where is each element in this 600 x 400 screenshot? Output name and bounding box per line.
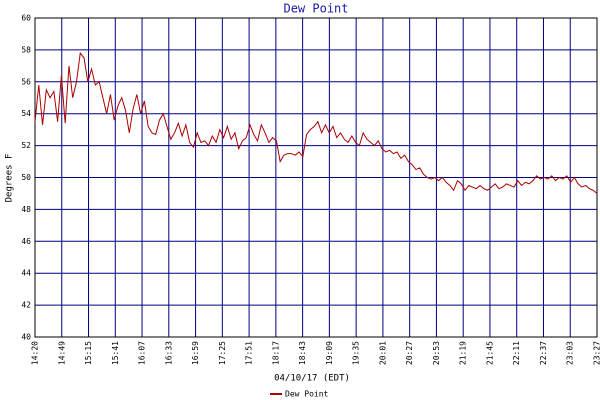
x-tick-label: 20:27	[405, 341, 414, 365]
x-tick-label: 17:51	[245, 341, 254, 365]
x-tick-label: 15:41	[111, 341, 120, 365]
y-tick-label: 56	[21, 77, 31, 86]
x-tick-label: 21:19	[459, 341, 468, 365]
x-tick-label: 23:27	[593, 341, 600, 365]
x-tick-label: 18:17	[271, 341, 280, 365]
y-tick-label: 58	[21, 45, 31, 54]
x-tick-label: 21:45	[485, 341, 494, 365]
plot-border	[34, 17, 598, 338]
y-tick-label: 48	[21, 205, 31, 214]
x-tick-label: 16:59	[191, 341, 200, 365]
y-tick-label: 52	[21, 141, 31, 150]
x-tick-label: 18:43	[298, 341, 307, 365]
x-tick-label: 17:25	[218, 341, 227, 365]
y-tick-label: 46	[21, 237, 31, 246]
y-tick-label: 50	[21, 173, 31, 182]
x-tick-label: 20:53	[432, 341, 441, 365]
y-tick-label: 54	[21, 109, 31, 118]
y-tick-label: 44	[21, 269, 31, 278]
x-tick-label: 22:37	[539, 341, 548, 365]
y-tick-label: 60	[21, 14, 31, 23]
x-tick-label: 19:35	[352, 341, 361, 365]
y-axis-label: Degrees F	[5, 154, 15, 203]
y-tick-label: 42	[21, 301, 31, 310]
x-axis-label: 04/10/17 (EDT)	[274, 374, 350, 384]
chart-title: Dew Point	[283, 2, 348, 16]
x-tick-label: 20:01	[378, 341, 387, 365]
x-tick-label: 22:11	[512, 341, 521, 365]
x-tick-label: 15:15	[84, 341, 93, 365]
x-tick-label: 19:09	[325, 341, 334, 365]
x-tick-label: 16:33	[164, 341, 173, 365]
y-tick-label: 40	[21, 333, 31, 342]
data-line	[34, 51, 598, 194]
x-tick-label: 23:03	[566, 341, 575, 365]
x-tick-label: 16:07	[138, 341, 147, 365]
legend-label: Dew Point	[285, 390, 329, 399]
x-tick-label: 14:20	[31, 341, 40, 365]
x-tick-label: 14:49	[57, 341, 66, 365]
